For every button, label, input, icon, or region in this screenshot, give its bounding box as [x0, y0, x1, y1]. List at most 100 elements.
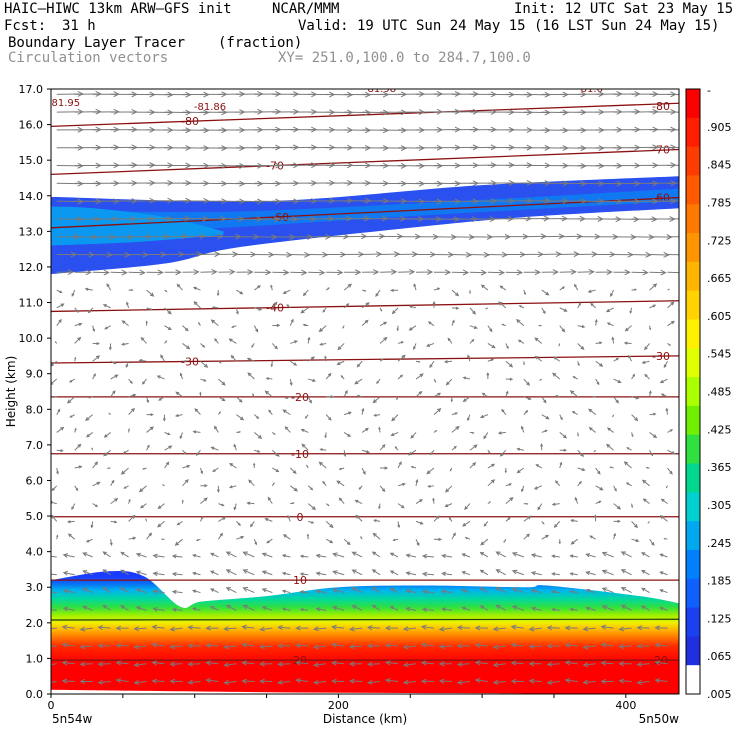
circulation-vector [218, 378, 226, 386]
circulation-vector [595, 378, 600, 386]
circulation-vector [361, 407, 365, 415]
circulation-vector [396, 396, 399, 401]
circulation-vector [441, 553, 453, 559]
circulation-vector [182, 449, 187, 455]
circulation-vector [451, 425, 460, 433]
circulation-vector [289, 318, 294, 326]
colorbar-swatch [686, 290, 700, 320]
circulation-vector [379, 358, 384, 362]
circulation-vector [252, 462, 256, 469]
valid-time: Valid: 19 UTC Sun 24 May 15 (16 LST Sun … [298, 18, 720, 34]
circulation-vector [642, 479, 650, 487]
circulation-vector [349, 626, 363, 632]
circulation-vector [79, 661, 93, 667]
circulation-vector [405, 589, 417, 594]
circulation-vector [135, 552, 147, 558]
circulation-vector [318, 461, 327, 469]
circulation-vector [338, 497, 345, 504]
circulation-vector [343, 389, 348, 398]
isotherm-label: 10 [293, 574, 307, 587]
x-tick-label: 0 [48, 699, 55, 712]
circulation-vector [505, 377, 514, 381]
circulation-vector [313, 679, 327, 685]
upper-tracer-core [51, 188, 679, 235]
circulation-vector [649, 283, 658, 291]
circulation-vector [281, 607, 291, 611]
circulation-vector [631, 414, 639, 422]
circulation-vector [164, 461, 170, 469]
circulation-vector [259, 626, 273, 632]
circulation-vector [67, 533, 76, 540]
circulation-vector [433, 287, 441, 291]
circulation-vector [225, 605, 237, 611]
circulation-vector [667, 147, 679, 149]
circulation-vector [66, 396, 76, 404]
circulation-vector [380, 268, 398, 275]
circulation-vector [585, 606, 596, 611]
circulation-vector [179, 372, 183, 380]
circulation-vector [528, 643, 542, 650]
circulation-vector [433, 407, 442, 416]
circulation-vector [456, 625, 470, 631]
circulation-vector [86, 432, 93, 438]
isotherm-label: -81.0 [577, 84, 603, 95]
circulation-vector [115, 643, 129, 649]
circulation-vector [631, 503, 634, 509]
circulation-vector [343, 450, 347, 458]
circulation-vector [332, 588, 345, 594]
circulation-vector [505, 390, 509, 398]
circulation-vector [264, 390, 273, 398]
circulation-vector [338, 467, 345, 471]
colorbar-swatch [686, 405, 700, 436]
circulation-vector [511, 569, 524, 576]
circulation-vector [242, 604, 255, 611]
circulation-vector [438, 643, 452, 650]
circulation-vector [456, 643, 470, 649]
circulation-vector [200, 360, 209, 368]
circulation-vector [289, 485, 299, 492]
circulation-vector [389, 588, 399, 594]
colorbar-swatch [686, 492, 700, 522]
circulation-vector [52, 396, 57, 399]
circulation-vector [613, 396, 620, 404]
isotherm-line [51, 618, 679, 621]
circulation-vector [272, 251, 293, 258]
isotherm-label: 20 [654, 654, 668, 667]
colorbar-label: .905 [707, 121, 732, 134]
colorbar-label: .185 [707, 575, 732, 588]
circulation-vector [628, 354, 633, 362]
circulation-vector [552, 372, 561, 380]
circulation-vector [487, 479, 496, 487]
circulation-vector [284, 396, 291, 399]
circulation-vector [379, 444, 386, 451]
circulation-vector [51, 645, 57, 648]
y-tick-label: 13.0 [19, 225, 44, 238]
circulation-vector [624, 325, 632, 332]
isotherm-label: -40 [266, 302, 284, 315]
y-tick-label: 17.0 [19, 83, 44, 96]
circulation-vector [179, 432, 183, 440]
circulation-vector [503, 538, 507, 543]
circulation-vector [469, 307, 477, 315]
circulation-vector [308, 378, 317, 383]
circulation-vector [362, 269, 380, 276]
left-endpoint-label: 5n54w [52, 712, 93, 726]
circulation-vector [218, 516, 227, 522]
circulation-vector [667, 288, 670, 291]
circulation-vector [479, 414, 489, 419]
circulation-vector [613, 378, 622, 384]
y-tick-label: 16.0 [19, 119, 44, 132]
circulation-vector [74, 322, 83, 327]
circulation-vector [51, 663, 57, 665]
circulation-vector [541, 251, 562, 258]
circulation-vector [510, 624, 524, 630]
circulation-vector [324, 355, 327, 362]
circulation-vector [467, 414, 471, 422]
circulation-vector [485, 307, 489, 310]
circulation-vector [103, 449, 111, 457]
circulation-vector [498, 301, 507, 309]
circulation-vector [90, 521, 94, 529]
circulation-vector [82, 605, 93, 611]
circulation-vector [236, 431, 242, 434]
circulation-vector [199, 467, 204, 475]
